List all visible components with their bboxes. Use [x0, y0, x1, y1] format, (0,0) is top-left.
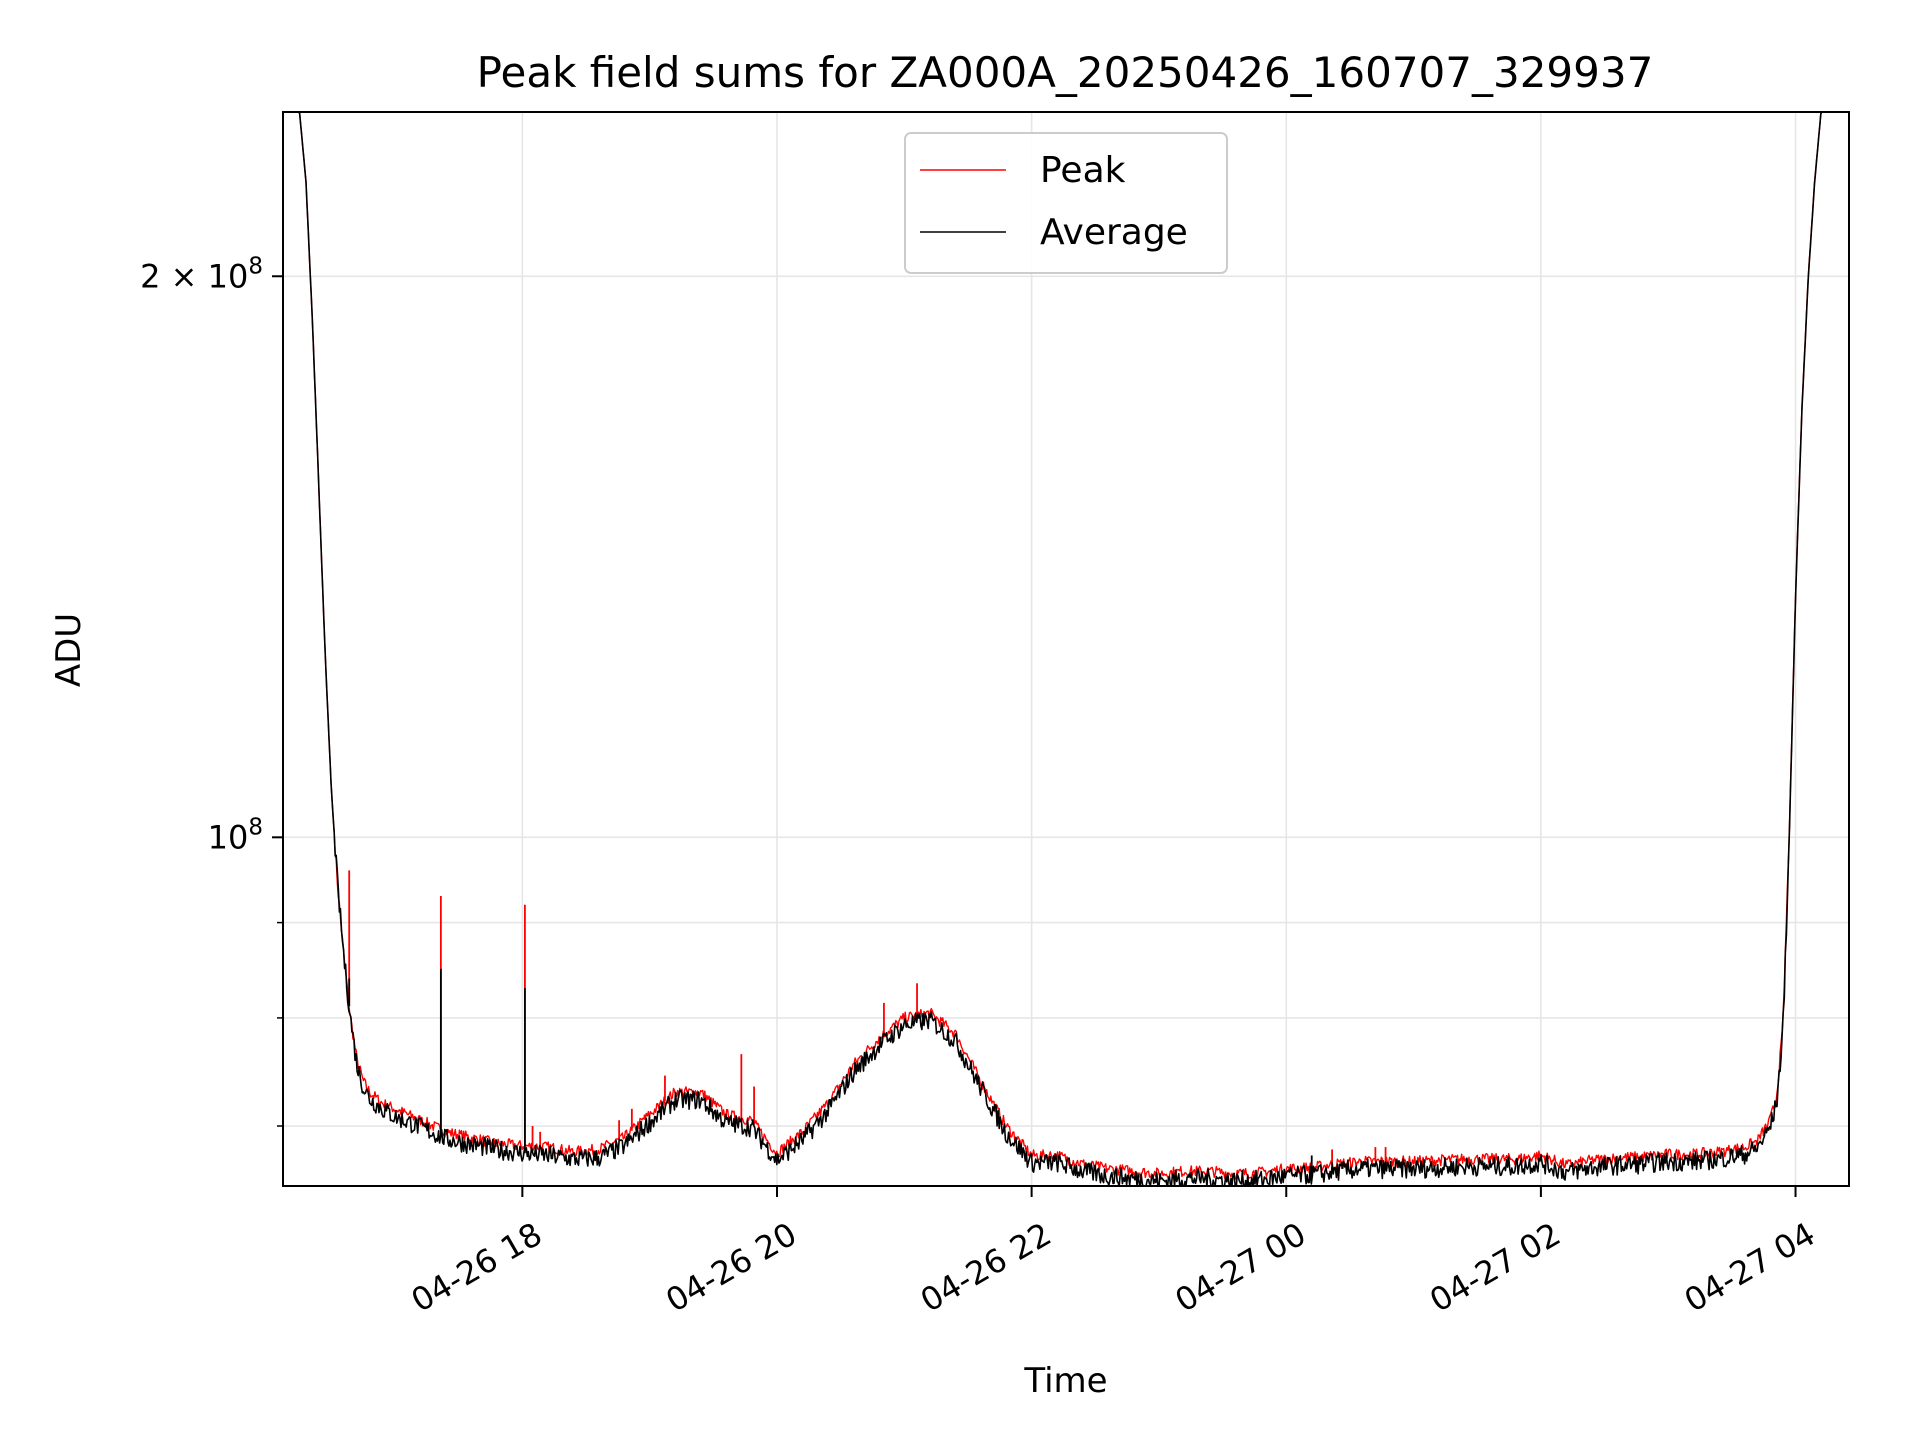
series-line-peak: [283, 112, 1849, 1180]
plot-frame: [282, 111, 1850, 1187]
x-tick-label-2: 04-26 22: [914, 1215, 1058, 1320]
legend-label-peak: Peak: [1040, 150, 1126, 191]
y-tick-label-1: 2 × 108: [140, 253, 263, 295]
legend: Peak Average: [904, 132, 1228, 274]
x-axis-label: Time: [1023, 1361, 1107, 1401]
chart-title: Peak field sums for ZA000A_20250426_1607…: [477, 48, 1654, 97]
y-axis: 108 2 × 108: [140, 253, 283, 1127]
x-axis: 04-26 18 04-26 20 04-26 22 04-27 00 04-27 02…: [405, 1186, 1822, 1320]
y-tick-label-0: 108: [208, 814, 263, 856]
x-tick-label-3: 04-27 00: [1169, 1215, 1313, 1320]
x-tick-label-4: 04-27 02: [1423, 1215, 1567, 1320]
series-line-average: [283, 112, 1849, 1186]
legend-label-average: Average: [1040, 212, 1188, 253]
series-layer: [283, 112, 1849, 1186]
y-axis-label: ADU: [49, 613, 89, 687]
x-tick-label-0: 04-26 18: [405, 1215, 549, 1320]
x-tick-label-1: 04-26 20: [659, 1215, 803, 1320]
legend-box: [904, 132, 1228, 274]
grid-lines: [283, 112, 1849, 1186]
x-tick-label-5: 04-27 04: [1678, 1215, 1822, 1320]
